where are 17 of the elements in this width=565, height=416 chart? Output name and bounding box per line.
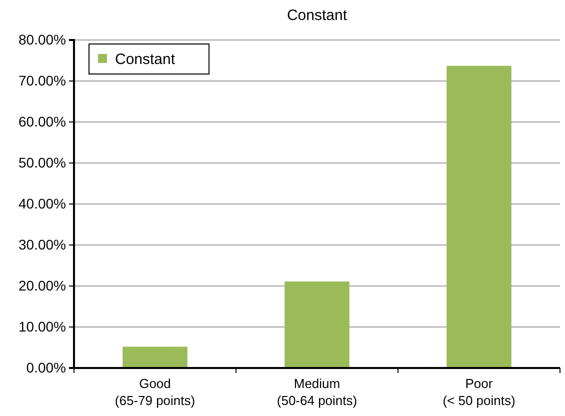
bar: [284, 281, 350, 368]
x-tick-label: Poor (< 50 points): [442, 376, 516, 408]
x-tick-label: Medium (50-64 points): [276, 376, 358, 408]
chart-title: Constant: [286, 7, 348, 24]
y-tick-label: 0.00%: [26, 359, 66, 376]
y-tick-label: 20.00%: [18, 277, 66, 294]
y-tick-label: 80.00%: [18, 31, 66, 48]
y-tick-label: 10.00%: [18, 318, 66, 334]
y-tick-label: 40.00%: [18, 195, 66, 212]
x-tick-label: Good (65-79 points): [114, 376, 196, 408]
bar: [122, 346, 188, 368]
legend-label: Constant: [115, 51, 176, 68]
y-tick-label: 30.00%: [18, 236, 66, 252]
y-tick-label: 70.00%: [18, 72, 66, 88]
bar: [446, 66, 512, 368]
y-tick-label: 50.00%: [18, 154, 66, 170]
y-tick-label: 60.00%: [18, 113, 66, 130]
